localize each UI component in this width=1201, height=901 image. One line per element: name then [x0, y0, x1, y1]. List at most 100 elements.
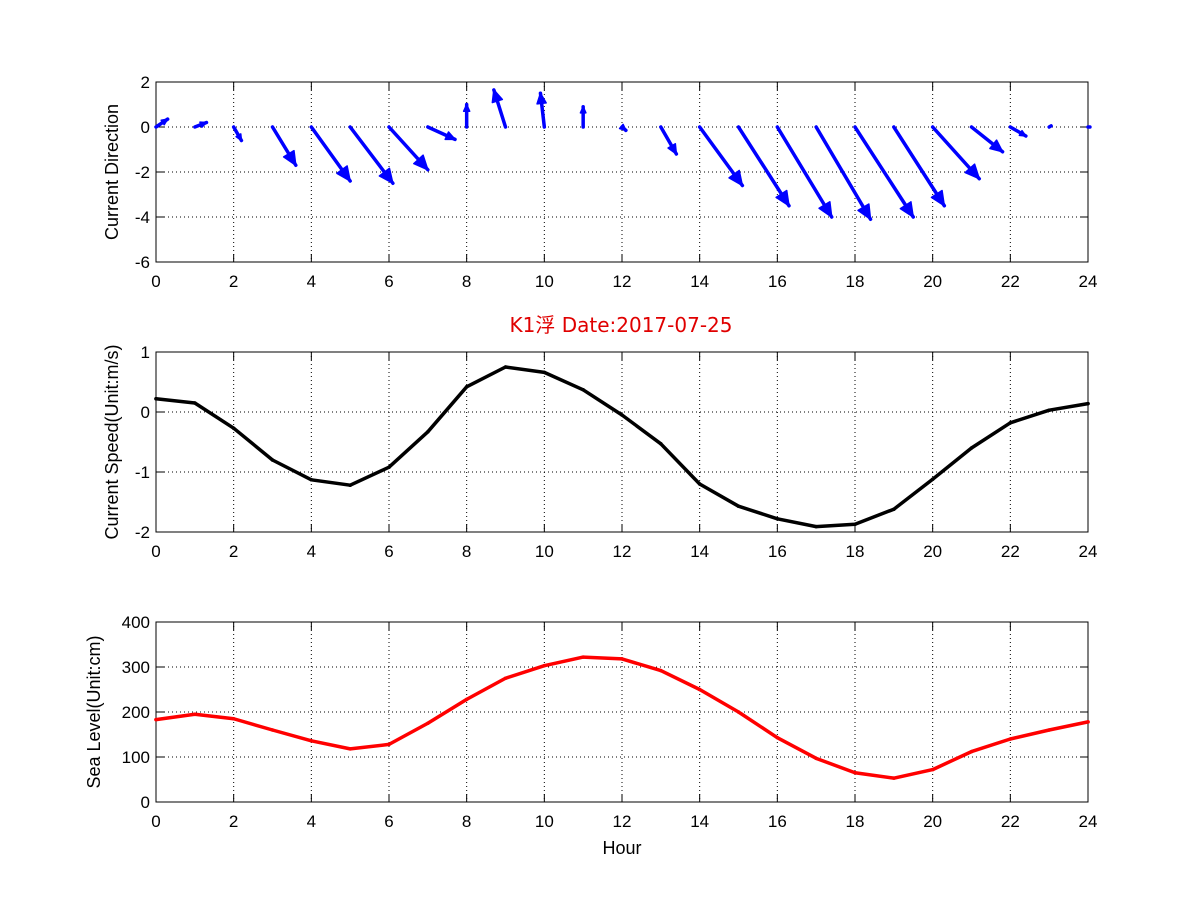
data-point — [1008, 421, 1013, 425]
direction-arrow — [1008, 125, 1028, 138]
x-tick-label: 12 — [613, 542, 632, 561]
arrow-head — [899, 201, 914, 218]
arrow-shaft — [775, 125, 834, 219]
direction-arrow — [309, 125, 352, 183]
arrow-head — [444, 131, 456, 141]
data-point — [231, 717, 236, 721]
series-line — [154, 655, 1090, 780]
y-axis-label: Current Direction — [102, 104, 122, 240]
x-tick-label: 20 — [923, 272, 942, 291]
x-tick-label: 18 — [846, 542, 865, 561]
direction-arrow — [193, 120, 209, 129]
direction-arrow — [930, 125, 982, 181]
arrow-head — [199, 121, 208, 128]
y-tick-label: 300 — [122, 658, 150, 677]
arrow-head — [857, 203, 872, 220]
direction-arrow — [892, 125, 947, 208]
data-point — [620, 413, 624, 417]
data-point — [503, 676, 508, 680]
data-point — [542, 370, 547, 375]
data-point — [853, 522, 857, 526]
y-tick-label: 400 — [122, 613, 150, 632]
x-tick-label: 0 — [151, 812, 160, 831]
y-tick-label: 0 — [141, 403, 150, 422]
data-point — [736, 710, 741, 714]
data-point — [1047, 728, 1051, 732]
data-point — [853, 771, 857, 775]
x-tick-label: 22 — [1001, 812, 1020, 831]
direction-arrow — [659, 125, 679, 156]
arrow-head — [579, 106, 587, 114]
data-point — [193, 712, 197, 716]
direction-arrow — [462, 102, 471, 129]
data-point — [736, 504, 741, 508]
data-point — [387, 465, 391, 469]
direction-arrow — [814, 125, 873, 221]
x-tick-label: 10 — [535, 542, 554, 561]
figure-title: K1浮 Date:2017-07-25 — [510, 313, 733, 337]
series-line — [154, 365, 1090, 529]
data-point — [775, 517, 780, 521]
x-tick-label: 2 — [229, 812, 238, 831]
x-tick-label: 22 — [1001, 272, 1020, 291]
direction-arrow — [426, 125, 457, 142]
direction-arrow — [618, 123, 628, 133]
x-tick-label: 0 — [151, 272, 160, 291]
data-point — [1008, 737, 1013, 741]
x-tick-label: 6 — [384, 272, 393, 291]
data-point — [348, 747, 352, 751]
direction-arrow — [154, 117, 170, 129]
x-tick-label: 8 — [462, 542, 471, 561]
x-tick-label: 6 — [384, 812, 393, 831]
x-tick-label: 10 — [535, 812, 554, 831]
data-point — [270, 458, 275, 462]
data-point — [930, 767, 935, 772]
x-tick-label: 6 — [384, 542, 393, 561]
direction-arrow — [491, 88, 508, 129]
arrow-shaft — [853, 125, 915, 219]
data-point — [426, 430, 430, 434]
x-tick-label: 0 — [151, 542, 160, 561]
arrow-head — [235, 133, 243, 142]
direction-arrow — [270, 125, 298, 167]
data-point — [814, 756, 818, 761]
arrow-head — [989, 139, 1004, 153]
direction-arrow — [1047, 124, 1053, 129]
arrow-head — [930, 189, 946, 207]
data-point — [930, 477, 935, 481]
data-point — [659, 442, 663, 446]
arrow-head — [378, 167, 394, 184]
x-tick-label: 2 — [229, 542, 238, 561]
direction-arrow — [697, 125, 745, 188]
x-tick-label: 2 — [229, 272, 238, 291]
data-point — [464, 697, 469, 702]
data-point — [193, 401, 197, 405]
x-axis-label: Hour — [602, 838, 641, 858]
arrow-head — [336, 165, 351, 182]
y-tick-label: -2 — [135, 163, 150, 182]
arrow-head — [667, 143, 678, 155]
data-point — [814, 524, 818, 529]
x-tick-label: 16 — [768, 542, 787, 561]
x-tick-label: 8 — [462, 272, 471, 291]
direction-arrow — [387, 125, 430, 172]
direction-arrow — [736, 125, 791, 208]
arrow-shaft — [1047, 124, 1053, 129]
data-point — [542, 663, 547, 668]
data-point — [659, 668, 663, 673]
x-tick-label: 22 — [1001, 542, 1020, 561]
x-tick-label: 10 — [535, 272, 554, 291]
direction-arrow — [231, 125, 244, 143]
data-point — [154, 717, 158, 722]
x-tick-label: 14 — [690, 542, 709, 561]
x-tick-label: 14 — [690, 272, 709, 291]
x-tick-label: 14 — [690, 812, 709, 831]
arrow-shaft — [892, 125, 947, 208]
y-tick-label: -6 — [135, 253, 150, 272]
y-tick-label: 200 — [122, 703, 150, 722]
arrow-head — [462, 103, 471, 112]
data-point — [620, 657, 624, 661]
arrow-shaft — [736, 125, 791, 208]
data-point — [775, 735, 780, 740]
